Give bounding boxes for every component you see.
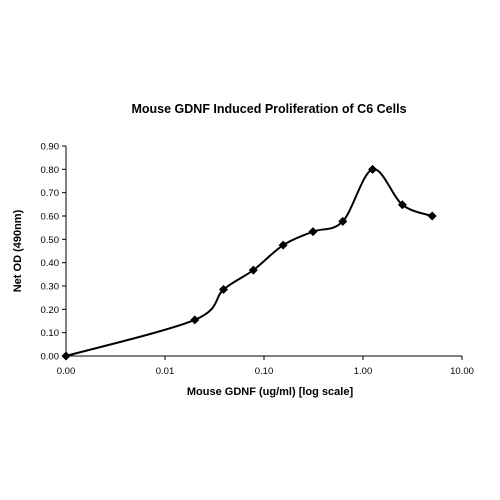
data-markers <box>61 164 437 361</box>
series-line <box>65 168 433 357</box>
data-point-marker <box>278 240 288 250</box>
x-tick-label: 0.10 <box>255 366 274 377</box>
y-tick-label: 0.80 <box>41 165 60 176</box>
x-tick-label: 10.00 <box>450 366 474 377</box>
x-axis-title: Mouse GDNF (ug/ml) [log scale] <box>187 386 354 398</box>
y-tick-label: 0.70 <box>41 188 60 199</box>
y-axis-title: Net OD (490nm) <box>12 209 24 292</box>
y-tick-label: 0.40 <box>41 258 60 269</box>
y-tick-label: 0.50 <box>41 235 60 246</box>
x-axis-ticks: 0.00 0.01 0.10 1.00 10.00 <box>57 356 474 377</box>
x-tick-label: 0.01 <box>156 366 175 377</box>
y-axis-ticks: 0.00 0.10 0.20 0.30 0.40 0.50 0.60 0.70 0.80 0.90 <box>41 142 66 363</box>
data-point-marker <box>61 351 71 361</box>
data-point-marker <box>219 285 229 294</box>
data-point-marker <box>427 211 437 221</box>
data-point-marker <box>397 200 407 210</box>
x-tick-label: 0.00 <box>57 366 76 377</box>
y-tick-label: 0.00 <box>41 352 60 363</box>
y-tick-label: 0.10 <box>41 328 60 339</box>
data-point-marker <box>338 216 348 226</box>
y-tick-label: 0.30 <box>41 282 60 293</box>
chart-title: Mouse GDNF Induced Proliferation of C6 C… <box>131 102 406 116</box>
data-point-marker <box>190 315 200 325</box>
y-tick-label: 0.20 <box>41 305 60 316</box>
data-point-marker <box>308 227 318 237</box>
y-tick-label: 0.90 <box>41 142 60 153</box>
y-tick-label: 0.60 <box>41 212 60 223</box>
data-point-marker <box>368 164 378 174</box>
x-tick-label: 1.00 <box>354 366 373 377</box>
data-point-marker <box>248 265 258 275</box>
